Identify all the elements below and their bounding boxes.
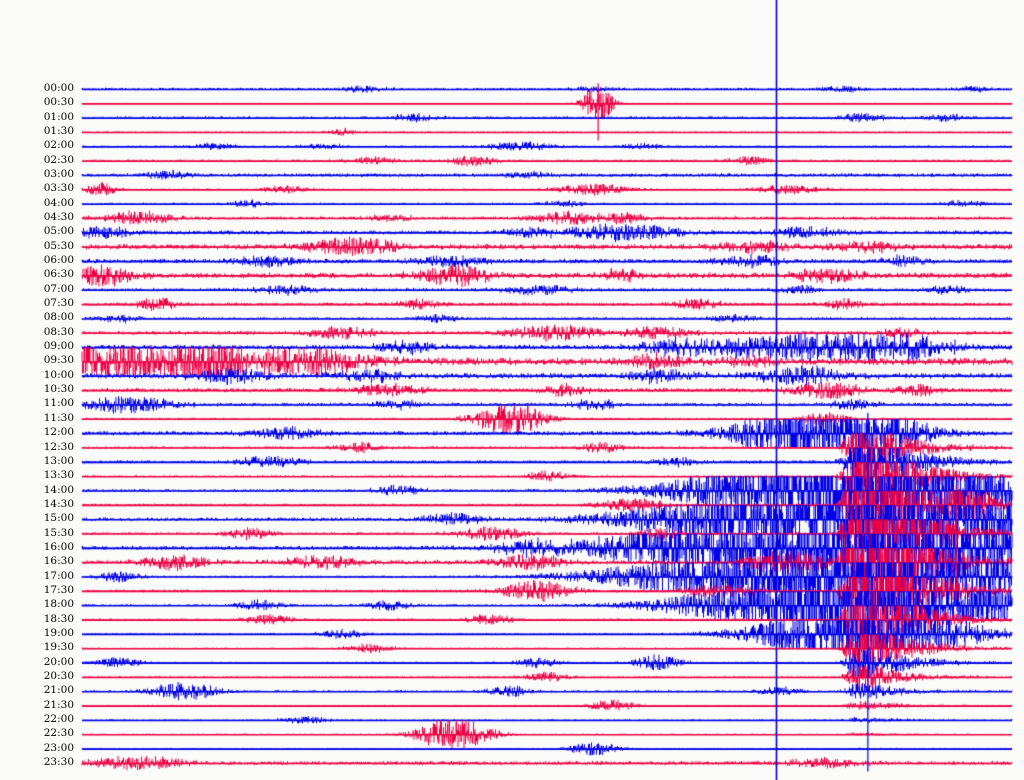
- time-tick-label: 04:30: [43, 211, 74, 224]
- time-tick-label: 00:00: [43, 82, 74, 94]
- time-tick-label: 23:30: [43, 755, 74, 768]
- time-tick-label: 19:30: [43, 641, 74, 654]
- time-tick-label: 01:30: [43, 125, 74, 138]
- time-tick-label: 12:00: [43, 426, 74, 439]
- time-tick-label: 10:30: [43, 383, 74, 396]
- time-tick-label: 10:00: [43, 368, 74, 381]
- time-tick-label: 17:30: [43, 583, 74, 596]
- time-tick-label: 07:30: [43, 297, 74, 310]
- time-tick-label: 14:30: [43, 497, 74, 510]
- time-tick-label: 14:00: [43, 483, 74, 496]
- time-tick-label: 08:00: [43, 311, 74, 324]
- time-tick-label: 05:00: [43, 225, 74, 238]
- time-tick-label: 16:00: [43, 540, 74, 553]
- time-tick-label: 01:00: [43, 110, 74, 123]
- time-tick-label: 03:30: [43, 182, 74, 195]
- time-tick-label: 17:00: [43, 569, 74, 582]
- time-tick-label: 08:30: [43, 325, 74, 338]
- time-tick-label: 20:00: [43, 655, 74, 668]
- time-tick-label: 00:30: [43, 96, 74, 109]
- time-tick-label: 06:00: [43, 254, 74, 267]
- time-tick-label: 09:00: [43, 340, 74, 353]
- time-tick-label: 22:00: [43, 712, 74, 725]
- time-tick-label: 16:30: [43, 555, 74, 568]
- time-tick-label: 13:00: [43, 454, 74, 467]
- time-tick-label: 18:00: [43, 598, 74, 611]
- time-tick-label: 11:30: [43, 411, 74, 424]
- time-tick-label: 12:30: [43, 440, 74, 453]
- time-tick-label: 11:00: [43, 397, 74, 410]
- time-tick-label: 02:00: [43, 139, 74, 152]
- time-tick-label: 07:00: [43, 282, 74, 295]
- time-tick-label: 13:30: [43, 469, 74, 482]
- time-tick-label: 15:30: [43, 526, 74, 539]
- time-tick-label: 02:30: [43, 153, 74, 166]
- time-tick-label: 21:00: [43, 684, 74, 697]
- time-tick-label: 04:00: [43, 196, 74, 209]
- time-tick-label: 03:00: [43, 168, 74, 181]
- time-tick-label: 09:30: [43, 354, 74, 367]
- time-tick-label: 15:00: [43, 512, 74, 525]
- time-tick-label: 20:30: [43, 669, 74, 682]
- time-axis: 00:00 00:30 01:00 01:30 02:00 02:30 03:00 03:30…: [0, 0, 80, 780]
- time-tick-label: 18:30: [43, 612, 74, 625]
- time-tick-label: 23:00: [43, 741, 74, 754]
- time-tick-label: 06:30: [43, 268, 74, 281]
- time-tick-label: 22:30: [43, 727, 74, 740]
- time-tick-label: 05:30: [43, 239, 74, 252]
- time-tick-label: 19:00: [43, 626, 74, 639]
- time-tick-label: 21:30: [43, 698, 74, 711]
